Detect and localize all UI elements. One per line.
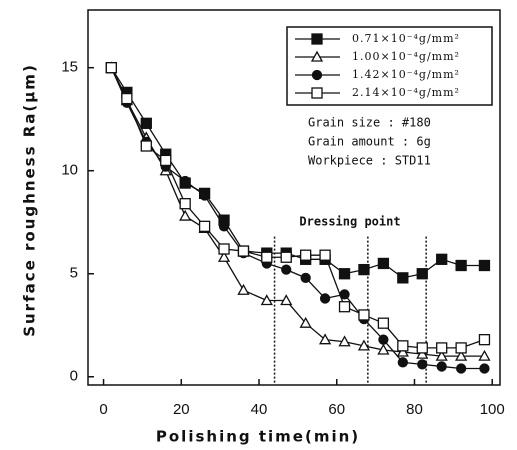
marker (416, 342, 428, 354)
marker (397, 340, 409, 352)
marker (436, 361, 447, 372)
y-tick-label: 5 (70, 265, 78, 282)
marker (358, 309, 370, 321)
annotation: Dressing point (299, 215, 400, 229)
marker (319, 249, 331, 261)
x-tick-label: 20 (173, 401, 190, 418)
marker (300, 272, 311, 284)
marker (299, 316, 312, 328)
marker (218, 243, 230, 255)
x-tick-label: 40 (251, 401, 268, 418)
marker (160, 154, 172, 167)
marker (357, 339, 371, 351)
marker (199, 190, 210, 201)
marker (105, 62, 117, 74)
legend-label: 0.71×10⁻⁴g/mm² (352, 32, 460, 45)
legend-label: 2.14×10⁻⁴g/mm² (352, 86, 460, 99)
marker (140, 140, 152, 152)
marker (377, 257, 390, 270)
marker (318, 333, 332, 345)
marker (237, 283, 250, 295)
marker (179, 198, 191, 210)
marker (237, 245, 250, 257)
x-axis-label: Polishing time(min) (156, 428, 360, 446)
marker (217, 250, 231, 262)
marker (478, 259, 491, 272)
marker (140, 117, 152, 129)
marker (436, 342, 448, 354)
marker (397, 357, 408, 368)
marker (198, 220, 211, 232)
marker (478, 349, 491, 361)
marker (338, 335, 351, 347)
marker (319, 293, 331, 304)
marker (121, 92, 133, 105)
marker (455, 363, 467, 374)
marker (280, 294, 293, 306)
series-line (110, 67, 485, 357)
marker (436, 253, 448, 265)
marker (338, 301, 351, 313)
marker (397, 272, 409, 284)
x-tick-label: 100 (480, 401, 505, 418)
marker (455, 342, 467, 354)
marker (180, 175, 191, 187)
marker (377, 343, 390, 355)
marker (261, 251, 273, 263)
marker (218, 221, 230, 232)
marker (378, 334, 389, 345)
marker (455, 349, 468, 361)
x-tick-label: 60 (328, 401, 345, 418)
legend-label: 1.42×10⁻⁴g/mm² (352, 68, 460, 81)
legend-marker (311, 87, 323, 99)
marker (300, 249, 312, 261)
marker (280, 251, 292, 263)
y-tick-label: 0 (70, 368, 78, 385)
annotation: Grain size : #180 (308, 116, 431, 130)
series-line (110, 67, 485, 349)
marker (281, 264, 292, 275)
marker (179, 209, 192, 221)
marker (416, 268, 428, 280)
y-tick-label: 10 (61, 162, 78, 179)
marker (338, 268, 351, 280)
marker (417, 359, 428, 370)
legend-marker (311, 69, 323, 81)
marker (478, 334, 491, 346)
marker (377, 317, 390, 329)
plot-frame (87, 9, 501, 386)
y-axis-label: Surface roughness Ra(μm) (21, 63, 39, 337)
marker (396, 345, 409, 357)
legend-marker (310, 50, 324, 62)
series-line (110, 67, 485, 370)
x-tick-label: 0 (99, 401, 107, 418)
marker (416, 347, 429, 359)
annotation: Grain amount : 6g (308, 135, 431, 149)
marker (435, 349, 448, 361)
x-tick-label: 80 (406, 401, 423, 418)
marker (358, 263, 370, 276)
annotation: Workpiece : STD11 (308, 154, 431, 168)
marker (260, 294, 273, 306)
legend-marker (311, 33, 323, 45)
y-tick-label: 15 (61, 59, 78, 76)
legend-label: 1.00×10⁻⁴g/mm² (352, 50, 460, 63)
marker (479, 363, 490, 374)
marker (455, 259, 467, 272)
